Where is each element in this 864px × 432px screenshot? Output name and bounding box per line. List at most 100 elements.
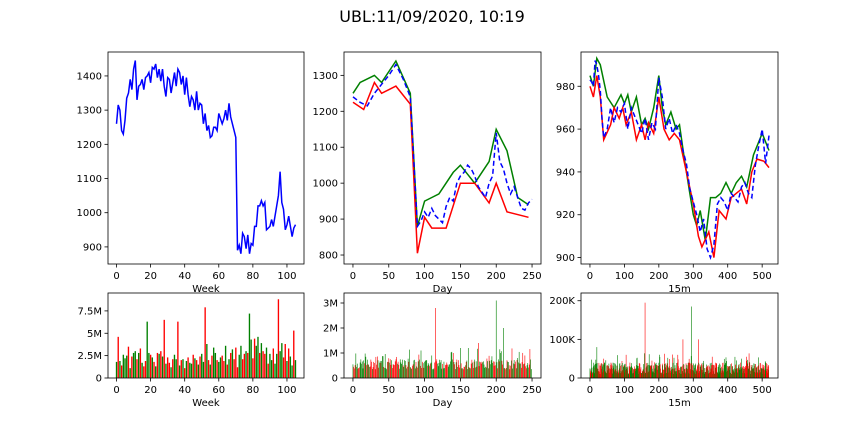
volume-bar [628,374,629,378]
volume-bar [668,365,670,378]
volume-bar [413,360,415,378]
volume-bar [131,356,133,378]
volume-bar [631,367,633,378]
volume-bar [668,372,670,378]
volume-bar [445,365,446,378]
volume-bar [671,372,673,378]
volume-bar [632,367,633,378]
volume-bar [762,367,764,378]
volume-bar [445,364,447,378]
volume-bar [671,366,672,378]
volume-bar [660,372,662,378]
subplot-week-volume: 0 20 40 60 80 100 0 2.5M 5M 7.5M Week [77,292,305,409]
volume-bar [166,357,169,378]
volume-bar [371,369,373,378]
volume-bar [518,362,519,378]
volume-bar [592,371,594,378]
volume-bar [737,368,738,378]
volume-bar [669,367,671,378]
volume-bar [361,363,362,378]
volume-bar [238,354,240,378]
volume-bar [124,358,126,378]
volume-bar [231,349,234,378]
volume-bar [272,348,274,378]
volume-bar [683,372,684,378]
volume-bar [465,365,466,378]
x-tick: 300 [684,264,703,282]
volume-bar [627,367,628,378]
volume-bar [658,365,660,378]
volume-bar [610,362,612,378]
volume-bar [601,363,602,378]
volume-bar [752,368,754,378]
volume-bar [618,373,619,378]
volume-bar [480,362,481,378]
volume-bar [136,359,138,378]
y-tick: 100K [549,335,581,346]
volume-bar [695,374,696,378]
volume-bar [660,368,661,378]
volume-bar [419,365,421,378]
volume-bar [178,365,181,378]
volume-bar [723,370,724,378]
volume-bar [637,365,639,378]
y-tick-label: 900 [556,253,575,264]
volume-bar [369,366,371,378]
volume-bar [735,369,737,378]
plot-area [589,55,770,261]
volume-bar [724,364,725,378]
volume-bar [406,368,407,378]
volume-bar [617,372,619,378]
volume-bar [151,357,153,378]
volume-bar [728,366,730,378]
volume-bar [446,362,448,378]
volume-bar [678,372,680,378]
volume-bar [690,369,692,378]
volume-bar [463,366,465,378]
volume-bar [608,369,609,378]
volume-bar [129,368,131,378]
volume-bar [741,368,743,378]
volume-bar [496,362,498,378]
x-axis-label: Day [433,398,453,409]
volume-bar [400,362,402,378]
volume-bar [599,371,601,378]
x-tick: 500 [753,264,772,282]
volume-bar [224,345,227,378]
volume-bar [155,366,157,378]
volume-bar [680,366,682,378]
volume-bar [377,360,379,378]
volume-bar [429,366,430,378]
volume-bar [645,372,646,378]
volume-bar [747,366,749,378]
volume-bar [728,366,730,378]
volume-bar [629,368,630,378]
volume-bar [168,362,171,378]
volume-bar [453,362,455,378]
volume-bar [149,354,152,378]
volume-bar [716,363,717,378]
volume-bar [592,372,594,378]
volume-bar [379,362,380,378]
volume-bar [387,362,389,378]
volume-bar [694,367,695,378]
volume-bar [523,363,525,378]
volume-bar [662,365,663,378]
volume-bar [187,357,189,378]
volume-bar [627,366,629,378]
volume-bar [608,372,610,378]
volume-bar [664,353,665,378]
volume-bar [424,361,425,378]
volume-bar [626,370,628,378]
volume-bar [746,356,747,378]
volume-bar [742,366,743,378]
volume-bar [718,373,719,378]
volume-bar [144,361,147,378]
volume-bar [457,360,459,378]
volume-bar [486,358,488,378]
y-tick-label: 1M [323,349,338,360]
volume-bar [666,363,668,378]
volume-bar [158,353,160,378]
volume-bar [677,354,679,378]
volume-bar [493,361,494,378]
